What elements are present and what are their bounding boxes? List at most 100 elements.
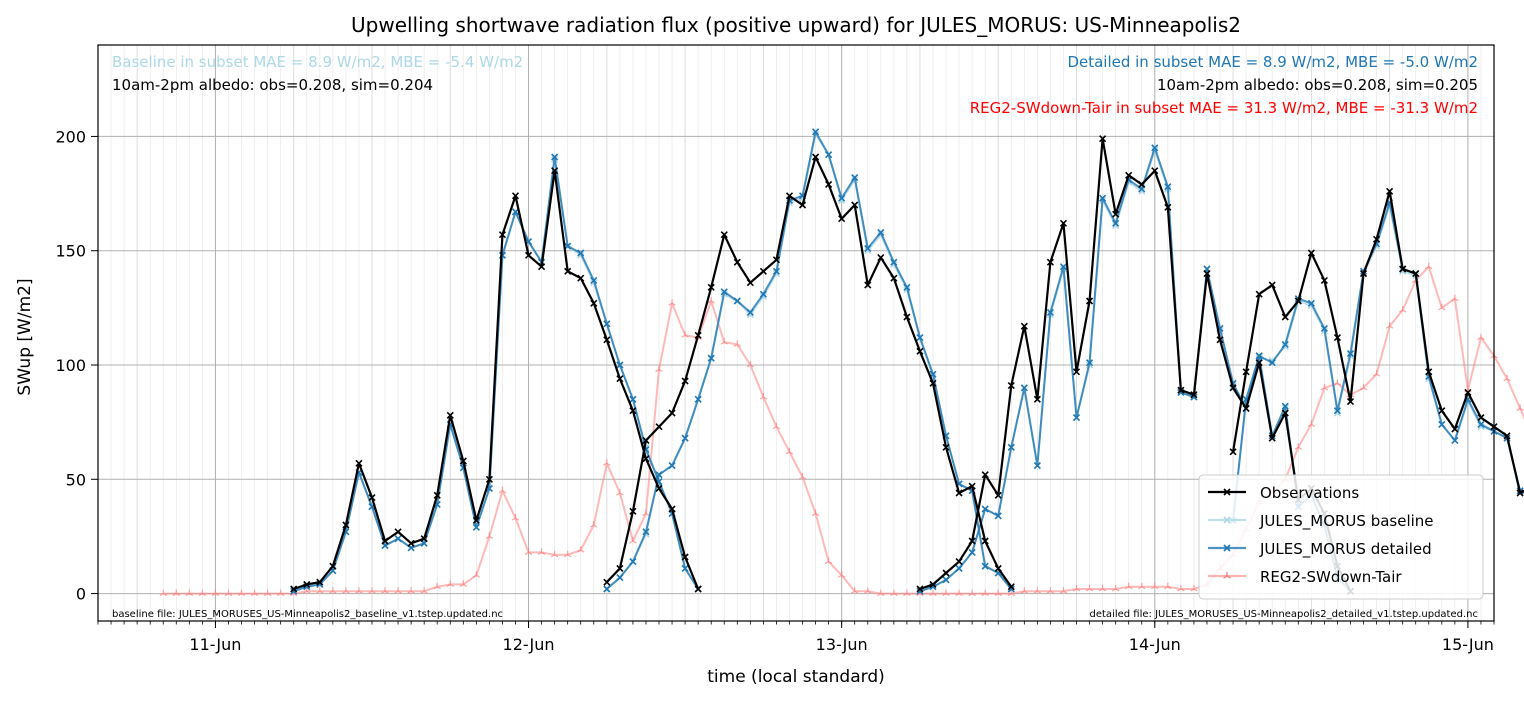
plot-frame <box>97 44 1495 622</box>
data-point-observations <box>616 564 624 572</box>
data-point-observations <box>1112 210 1120 218</box>
data-point-observations <box>746 279 754 287</box>
data-point-observations <box>681 553 689 561</box>
data-point-reg2 <box>1307 420 1316 427</box>
data-point-detailed <box>681 434 689 442</box>
series-line-observations <box>919 137 1352 592</box>
y-axis-label: SWup [W/m2] <box>15 278 35 395</box>
data-point-detailed <box>838 194 846 202</box>
data-point-detailed <box>1164 183 1172 191</box>
data-point-observations <box>1164 203 1172 211</box>
data-point-observations <box>1386 187 1394 195</box>
data-point-observations <box>1229 384 1237 392</box>
data-point-reg2 <box>459 580 468 587</box>
data-point-observations <box>694 331 702 339</box>
data-point-detailed <box>642 528 650 536</box>
data-point-observations <box>694 585 702 593</box>
legend-label-observations: Observations <box>1260 484 1359 502</box>
data-point-detailed <box>616 574 624 582</box>
data-point-detailed <box>720 288 728 296</box>
data-point-observations <box>1333 334 1342 342</box>
legend-entry-reg2: REG2-SWdown-Tair <box>1208 568 1402 586</box>
data-point-detailed <box>1451 436 1459 444</box>
x-tick-label: 11-Jun <box>189 635 241 654</box>
data-point-reg2 <box>368 587 376 594</box>
data-point-detailed <box>1112 219 1120 227</box>
data-point-reg2 <box>1438 303 1446 311</box>
data-point-observations <box>394 528 402 536</box>
y-tick-label: 50 <box>66 470 86 489</box>
data-point-observations <box>551 167 559 175</box>
data-point-observations <box>342 521 350 529</box>
data-point-observations <box>916 585 924 593</box>
data-point-reg2 <box>159 589 167 597</box>
data-point-observations <box>1151 167 1159 175</box>
data-point-reg2 <box>563 550 572 558</box>
data-point-reg2 <box>550 550 559 558</box>
data-point-detailed <box>394 535 402 543</box>
legend-label-detailed: JULES_MORUS detailed <box>1259 540 1432 559</box>
data-point-reg2 <box>903 589 911 597</box>
baseline-file-annotation: baseline file: JULES_MORUSES_US-Minneapo… <box>112 609 503 620</box>
data-point-observations <box>942 443 950 451</box>
data-point-detailed <box>981 505 989 513</box>
data-point-observations <box>1399 265 1407 273</box>
data-point-observations <box>1007 583 1015 591</box>
data-point-detailed <box>1307 299 1315 307</box>
data-point-observations <box>603 336 611 344</box>
data-point-reg2 <box>407 587 415 594</box>
data-point-reg2 <box>172 589 180 597</box>
data-point-reg2 <box>785 447 794 455</box>
data-point-reg2 <box>498 486 507 494</box>
legend-label-baseline: JULES_MORUS baseline <box>1259 512 1434 531</box>
data-point-observations <box>929 379 937 387</box>
legend-label-reg2: REG2-SWdown-Tair <box>1260 568 1402 586</box>
data-point-reg2 <box>590 521 598 528</box>
data-point-detailed <box>994 512 1002 520</box>
data-point-reg2 <box>355 587 363 594</box>
data-point-observations <box>1503 432 1511 440</box>
data-point-reg2 <box>811 509 820 517</box>
legend-entry-observations: Observations <box>1208 484 1359 502</box>
data-point-observations <box>1046 258 1054 266</box>
data-point-observations <box>642 436 650 444</box>
data-point-observations <box>1373 235 1381 243</box>
data-point-detailed <box>1281 402 1289 410</box>
series-line-detailed <box>919 146 1352 593</box>
data-point-reg2 <box>446 580 454 587</box>
data-point-observations <box>1307 249 1315 257</box>
data-point-observations <box>1242 368 1250 376</box>
legend: Observations JULES_MORUS baseline JULES_… <box>1198 474 1484 600</box>
series-observations <box>290 135 1524 595</box>
data-point-reg2 <box>433 582 441 590</box>
data-point-reg2 <box>211 589 220 597</box>
data-point-reg2 <box>720 338 728 345</box>
data-point-reg2 <box>1451 294 1459 302</box>
data-point-observations <box>1177 386 1185 394</box>
data-point-observations <box>329 562 337 570</box>
data-point-observations <box>498 231 507 239</box>
data-point-detailed <box>1477 420 1485 428</box>
data-point-reg2 <box>329 587 337 594</box>
data-point-detailed <box>1007 443 1015 451</box>
data-point-reg2 <box>707 297 715 304</box>
data-point-reg2 <box>1059 587 1068 594</box>
data-point-observations <box>316 578 324 586</box>
data-point-observations <box>1451 425 1459 433</box>
detailed-file-annotation: detailed file: JULES_MORUSES_US-Minneapo… <box>1090 609 1478 620</box>
data-point-observations <box>981 537 989 545</box>
x-axis-label: time (local standard) <box>707 667 885 687</box>
data-point-reg2 <box>1007 589 1015 597</box>
baseline-albedo-annotation: 10am-2pm albedo: obs=0.208, sim=0.204 <box>112 76 433 94</box>
data-point-detailed <box>472 523 480 531</box>
data-point-observations <box>1255 359 1263 367</box>
data-point-reg2 <box>316 587 324 594</box>
data-point-reg2 <box>1516 404 1524 411</box>
data-point-detailed <box>577 249 585 257</box>
data-point-detailed <box>746 308 754 316</box>
data-point-reg2 <box>1398 306 1407 313</box>
data-point-detailed <box>681 564 689 572</box>
data-point-detailed <box>551 153 559 161</box>
data-point-observations <box>459 457 467 465</box>
data-point-detailed <box>616 361 624 369</box>
